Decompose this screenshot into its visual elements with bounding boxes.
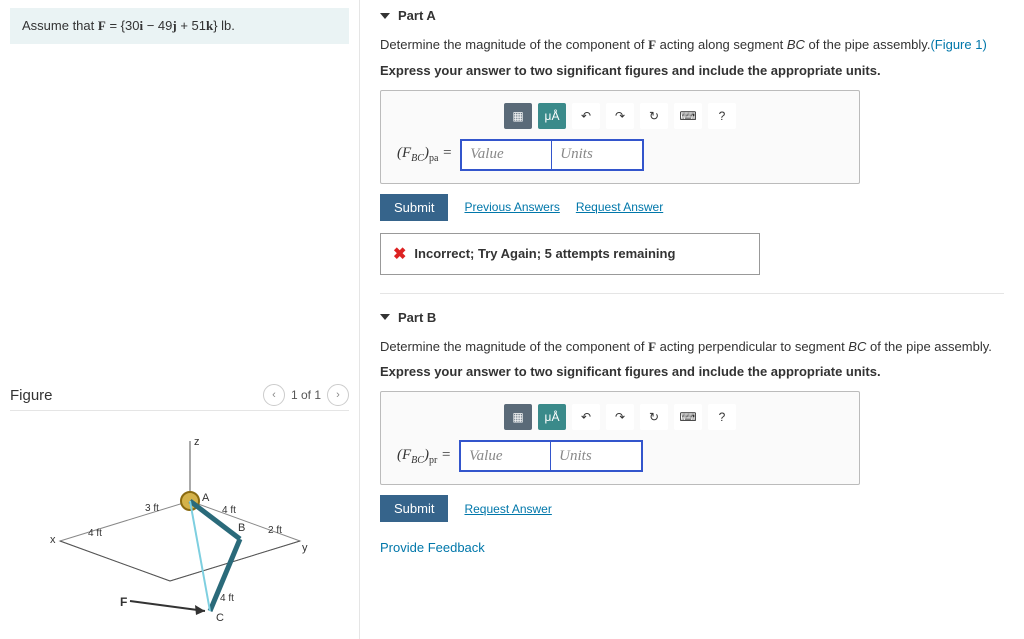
- answer-toolbar-b: ▦ μÅ ↶ ↷ ↻ ⌨ ?: [397, 404, 843, 430]
- part-a: Part A Determine the magnitude of the co…: [380, 8, 1004, 275]
- part-b-prompt: Determine the magnitude of the component…: [380, 337, 1004, 357]
- caret-down-icon: [380, 13, 390, 19]
- axis-x: x: [50, 534, 56, 546]
- caret-down-icon: [380, 314, 390, 320]
- figure-link[interactable]: (Figure 1): [930, 37, 986, 52]
- help-icon[interactable]: ?: [708, 404, 736, 430]
- redo-icon[interactable]: ↷: [606, 404, 634, 430]
- pager-prev-button[interactable]: ‹: [263, 384, 285, 406]
- answer-row-a: (FBC)pa =: [397, 139, 843, 171]
- templates-icon[interactable]: ▦: [504, 103, 532, 129]
- axis-y: y: [302, 542, 308, 554]
- undo-icon[interactable]: ↶: [572, 103, 600, 129]
- part-b-instruction: Express your answer to two significant f…: [380, 364, 1004, 379]
- help-icon[interactable]: ?: [708, 103, 736, 129]
- previous-answers-link[interactable]: Previous Answers: [464, 200, 559, 214]
- symbols-icon[interactable]: μÅ: [538, 103, 566, 129]
- assume-prefix: Assume that: [22, 18, 98, 33]
- part-a-answer-box: ▦ μÅ ↶ ↷ ↻ ⌨ ? (FBC)pa =: [380, 90, 860, 184]
- dim-4ft-b: 4 ft: [222, 505, 236, 516]
- undo-icon[interactable]: ↶: [572, 404, 600, 430]
- submit-button-b[interactable]: Submit: [380, 495, 448, 522]
- dim-3ft: 3 ft: [145, 503, 159, 514]
- part-b-title: Part B: [398, 310, 436, 325]
- figure-title: Figure: [10, 387, 53, 404]
- redo-icon[interactable]: ↷: [606, 103, 634, 129]
- units-input-b[interactable]: [551, 442, 641, 470]
- var-F: F: [98, 18, 106, 33]
- axis-z: z: [194, 436, 200, 448]
- part-a-title: Part A: [398, 8, 436, 23]
- figure-diagram: z y x A B C F 3 ft: [10, 431, 349, 631]
- right-panel: Part A Determine the magnitude of the co…: [360, 0, 1024, 639]
- input-group-a: [460, 139, 644, 171]
- request-answer-link-b[interactable]: Request Answer: [464, 502, 551, 516]
- dim-4ft-c: 4 ft: [220, 593, 234, 604]
- figure-header: Figure ‹ 1 of 1 ›: [10, 384, 349, 411]
- label-F: F: [120, 595, 127, 609]
- part-a-header[interactable]: Part A: [380, 8, 1004, 23]
- keyboard-icon[interactable]: ⌨: [674, 103, 702, 129]
- lhs-b: (FBC)pr =: [397, 447, 451, 466]
- feedback-text: Incorrect; Try Again; 5 attempts remaini…: [414, 246, 675, 261]
- dim-2ft: 2 ft: [268, 525, 282, 536]
- label-A: A: [202, 492, 210, 504]
- part-b: Part B Determine the magnitude of the co…: [380, 310, 1004, 523]
- label-C: C: [216, 612, 224, 624]
- part-a-instruction: Express your answer to two significant f…: [380, 63, 1004, 78]
- value-input-a[interactable]: [462, 141, 552, 169]
- figure-pager: ‹ 1 of 1 ›: [263, 384, 349, 406]
- keyboard-icon[interactable]: ⌨: [674, 404, 702, 430]
- reset-icon[interactable]: ↻: [640, 103, 668, 129]
- left-panel: Assume that F = {30i − 49j + 51k} lb. Fi…: [0, 0, 360, 639]
- pager-next-button[interactable]: ›: [327, 384, 349, 406]
- pager-text: 1 of 1: [291, 388, 321, 402]
- label-B: B: [238, 522, 245, 534]
- reset-icon[interactable]: ↻: [640, 404, 668, 430]
- input-group-b: [459, 440, 643, 472]
- units-input-a[interactable]: [552, 141, 642, 169]
- lhs-a: (FBC)pa =: [397, 145, 452, 164]
- value-input-b[interactable]: [461, 442, 551, 470]
- submit-row-b: Submit Request Answer: [380, 495, 1004, 522]
- dim-4ft-a: 4 ft: [88, 528, 102, 539]
- answer-row-b: (FBC)pr =: [397, 440, 843, 472]
- part-a-prompt: Determine the magnitude of the component…: [380, 35, 1004, 55]
- provide-feedback-link[interactable]: Provide Feedback: [380, 540, 1004, 555]
- submit-button-a[interactable]: Submit: [380, 194, 448, 221]
- assume-statement: Assume that F = {30i − 49j + 51k} lb.: [10, 8, 349, 44]
- feedback-box: ✖ Incorrect; Try Again; 5 attempts remai…: [380, 233, 760, 275]
- part-b-header[interactable]: Part B: [380, 310, 1004, 325]
- submit-row-a: Submit Previous Answers Request Answer: [380, 194, 1004, 221]
- answer-toolbar-a: ▦ μÅ ↶ ↷ ↻ ⌨ ?: [397, 103, 843, 129]
- request-answer-link-a[interactable]: Request Answer: [576, 200, 663, 214]
- error-icon: ✖: [393, 244, 406, 264]
- symbols-icon[interactable]: μÅ: [538, 404, 566, 430]
- templates-icon[interactable]: ▦: [504, 404, 532, 430]
- part-b-answer-box: ▦ μÅ ↶ ↷ ↻ ⌨ ? (FBC)pr =: [380, 391, 860, 485]
